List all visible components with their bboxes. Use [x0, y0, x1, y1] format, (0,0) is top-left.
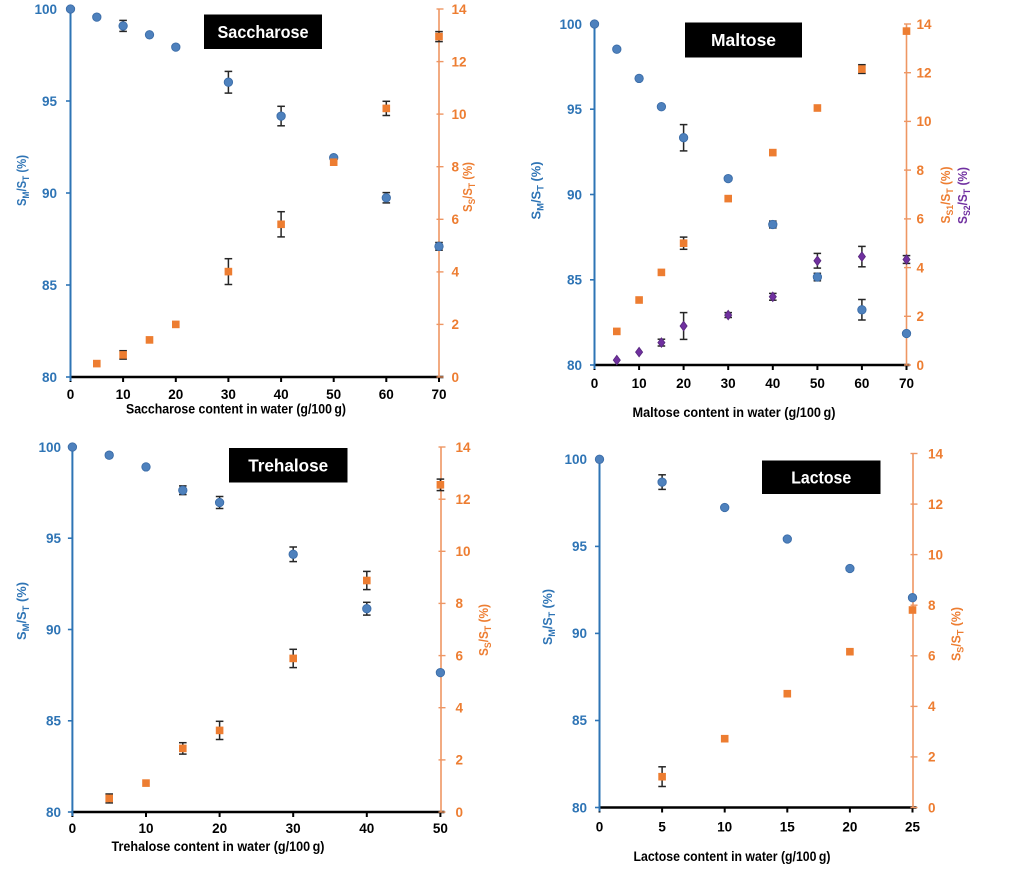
svg-text:Trehalose content in water (g/: Trehalose content in water (g/100 g)	[112, 839, 325, 854]
svg-text:6: 6	[928, 649, 936, 664]
svg-text:100: 100	[564, 452, 587, 467]
svg-text:12: 12	[452, 54, 467, 69]
svg-text:20: 20	[842, 819, 857, 834]
svg-text:Maltose content in water (g/10: Maltose content in water (g/100 g)	[633, 405, 836, 420]
svg-text:6: 6	[452, 212, 460, 227]
svg-text:20: 20	[676, 376, 691, 391]
svg-text:30: 30	[221, 387, 236, 402]
svg-text:0: 0	[67, 387, 75, 402]
svg-text:95: 95	[567, 102, 583, 117]
svg-text:0: 0	[917, 358, 925, 373]
svg-text:85: 85	[572, 713, 588, 728]
svg-text:8: 8	[917, 163, 925, 178]
svg-text:95: 95	[42, 94, 58, 109]
svg-text:8: 8	[452, 160, 460, 175]
svg-text:80: 80	[46, 805, 61, 820]
svg-text:SS/ST (%): SS/ST (%)	[949, 607, 967, 661]
svg-text:4: 4	[452, 265, 460, 280]
svg-text:100: 100	[38, 440, 61, 455]
svg-text:95: 95	[572, 539, 588, 554]
svg-text:60: 60	[379, 387, 394, 402]
svg-text:SM/ST (%): SM/ST (%)	[540, 589, 558, 645]
svg-text:10: 10	[452, 107, 467, 122]
svg-text:Lactose content in water (g/10: Lactose content in water (g/100 g)	[634, 849, 831, 864]
svg-text:90: 90	[42, 186, 57, 201]
svg-text:85: 85	[42, 278, 58, 293]
svg-text:50: 50	[433, 821, 448, 836]
svg-text:10: 10	[928, 547, 943, 562]
svg-text:100: 100	[34, 2, 57, 17]
svg-text:SS/ST (%): SS/ST (%)	[460, 162, 478, 212]
svg-text:Trehalose: Trehalose	[248, 455, 328, 475]
svg-text:14: 14	[452, 2, 468, 17]
svg-text:90: 90	[46, 622, 61, 637]
svg-text:80: 80	[572, 800, 587, 815]
svg-text:85: 85	[567, 273, 583, 288]
svg-text:15: 15	[780, 819, 796, 834]
svg-text:20: 20	[212, 821, 227, 836]
svg-text:Saccharose content in water (g: Saccharose content in water (g/100 g)	[126, 402, 346, 417]
svg-text:Maltose: Maltose	[711, 30, 776, 50]
svg-text:90: 90	[567, 187, 582, 202]
svg-text:50: 50	[810, 376, 825, 391]
svg-text:60: 60	[854, 376, 869, 391]
svg-text:12: 12	[928, 497, 943, 512]
svg-text:5: 5	[658, 819, 666, 834]
svg-text:70: 70	[899, 376, 914, 391]
svg-text:25: 25	[905, 819, 921, 834]
svg-text:2: 2	[456, 753, 464, 768]
svg-text:30: 30	[286, 821, 301, 836]
svg-text:10: 10	[917, 114, 932, 129]
svg-text:100: 100	[559, 17, 582, 32]
svg-text:0: 0	[596, 819, 604, 834]
svg-text:0: 0	[69, 821, 77, 836]
svg-text:SS/ST (%): SS/ST (%)	[476, 604, 494, 656]
svg-text:SM/ST (%): SM/ST (%)	[14, 155, 32, 206]
svg-text:12: 12	[917, 66, 932, 81]
svg-text:Saccharose: Saccharose	[218, 22, 309, 42]
svg-text:0: 0	[452, 370, 460, 385]
svg-text:14: 14	[928, 446, 944, 461]
svg-text:SS1/ST (%): SS1/ST (%)	[938, 167, 956, 224]
svg-text:95: 95	[46, 531, 62, 546]
svg-text:6: 6	[917, 212, 925, 227]
svg-text:0: 0	[591, 376, 599, 391]
svg-text:10: 10	[456, 544, 471, 559]
svg-text:40: 40	[359, 821, 374, 836]
svg-text:10: 10	[632, 376, 647, 391]
svg-text:SM/ST (%): SM/ST (%)	[529, 162, 547, 220]
svg-text:40: 40	[765, 376, 780, 391]
svg-text:0: 0	[928, 800, 936, 815]
svg-text:SS2/ST (%): SS2/ST (%)	[955, 167, 973, 224]
svg-text:8: 8	[456, 596, 464, 611]
svg-text:14: 14	[456, 440, 472, 455]
svg-text:Lactose: Lactose	[791, 467, 851, 487]
svg-text:30: 30	[721, 376, 736, 391]
svg-text:10: 10	[116, 387, 131, 402]
svg-text:10: 10	[717, 819, 732, 834]
svg-text:4: 4	[456, 701, 464, 716]
svg-text:90: 90	[572, 626, 587, 641]
svg-text:70: 70	[431, 387, 446, 402]
svg-text:12: 12	[456, 492, 471, 507]
svg-text:50: 50	[326, 387, 341, 402]
svg-text:10: 10	[138, 821, 153, 836]
svg-text:2: 2	[928, 750, 936, 765]
svg-text:2: 2	[917, 309, 925, 324]
svg-text:40: 40	[274, 387, 289, 402]
svg-text:4: 4	[917, 260, 925, 275]
svg-text:0: 0	[456, 805, 464, 820]
svg-text:20: 20	[168, 387, 183, 402]
svg-text:80: 80	[42, 370, 57, 385]
svg-text:85: 85	[46, 714, 62, 729]
svg-text:4: 4	[928, 699, 936, 714]
svg-text:14: 14	[917, 17, 933, 32]
svg-text:SM/ST (%): SM/ST (%)	[14, 582, 32, 640]
svg-text:80: 80	[567, 358, 582, 373]
svg-text:6: 6	[456, 648, 464, 663]
svg-text:8: 8	[928, 598, 936, 613]
svg-text:2: 2	[452, 317, 460, 332]
